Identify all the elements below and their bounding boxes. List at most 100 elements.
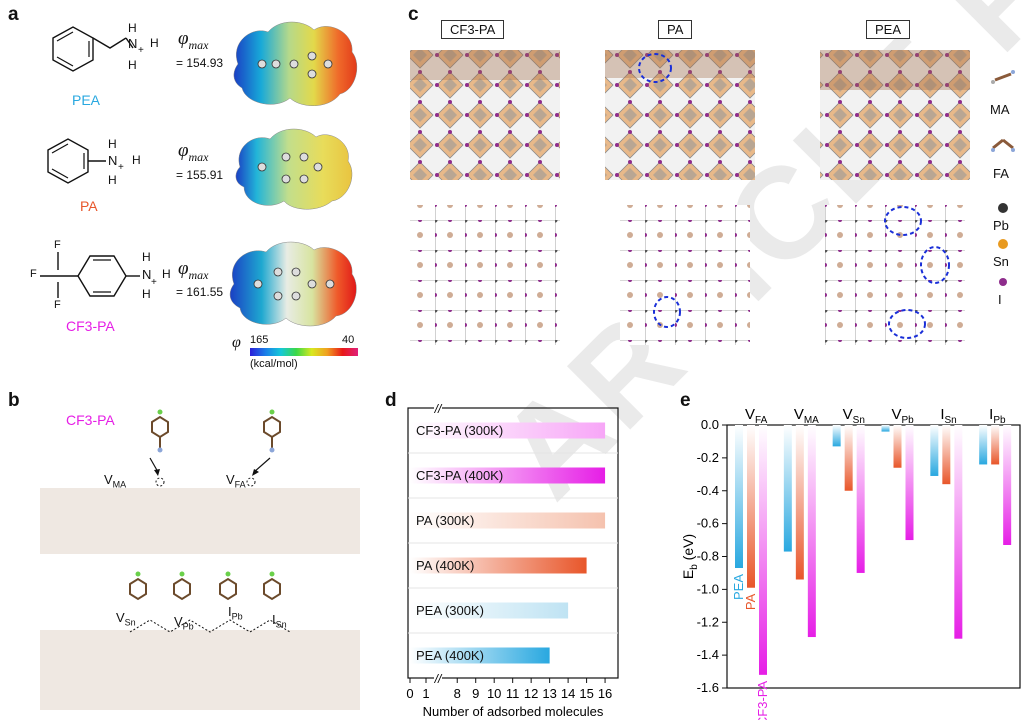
d-xtick-label-8: 14 — [561, 686, 575, 701]
d-bar-1 — [410, 467, 606, 484]
e-ytick-label-4: -0.8 — [697, 549, 719, 564]
b-vacancy-vfa: VFA — [226, 472, 246, 490]
e-bar-pa-0 — [747, 425, 755, 588]
d-bar-label-3: PA (400K) — [416, 558, 474, 573]
e-bar-pa-5 — [991, 425, 1000, 465]
d-axis-break-gap-top — [434, 400, 442, 416]
d-axis-break-bottom: // — [434, 672, 443, 686]
b-molecule-3 — [129, 571, 147, 601]
pea-N: N — [128, 36, 138, 51]
e-bar-pea-2 — [832, 425, 841, 447]
pa-charge: + — [118, 162, 124, 173]
pa-structure — [47, 138, 106, 184]
pa-name: PA — [80, 198, 98, 214]
legend-ma: MA — [990, 102, 1010, 117]
cf3pa-structure — [40, 252, 140, 298]
e-category-main: V — [843, 406, 853, 423]
c-column-pea: PEA — [866, 20, 911, 39]
legend-pb: Pb — [993, 218, 1009, 233]
cf3-F-bottom: F — [54, 299, 61, 311]
e-bar-cf3-pa-5 — [1003, 425, 1012, 545]
e-series-label-2: CF3-PA — [755, 681, 770, 720]
e-category-label-0: VFA — [745, 406, 768, 426]
pea-structure — [52, 26, 134, 72]
b-vacancy-vpb: VPb — [174, 614, 194, 632]
e-category-main: V — [745, 406, 755, 423]
e-series-label-1: PA — [743, 593, 758, 610]
d-bar-5 — [410, 647, 550, 664]
e-ytick-label-6: -1.2 — [697, 614, 719, 629]
e-category-label-2: VSn — [843, 406, 865, 426]
i-icon — [999, 278, 1007, 286]
b-vacancy-vsn: VSn — [116, 610, 136, 628]
e-ytick-label-0: 0.0 — [701, 417, 719, 432]
d-xtick-label-0: 0 — [406, 686, 413, 701]
chart-adsorbed-molecules: CF3-PA (300K) CF3-PA (400K) PA (300K) PA (4… — [406, 400, 619, 719]
cf3pa-phi-value: = 161.55 — [176, 285, 224, 299]
legend-i: I — [998, 292, 1002, 307]
cf3-F-top: F — [54, 239, 61, 251]
cf3pa-H-top: H — [142, 250, 151, 264]
e-category-label-4: ISn — [940, 406, 956, 426]
c-column-cf3pa: CF3-PA — [441, 20, 505, 39]
pa-H-right: H — [132, 153, 141, 167]
e-ylabel: Eb (eV) — [680, 534, 700, 579]
d-xlabel: Number of adsorbed molecules — [423, 704, 604, 719]
d-axis-break-gap — [434, 670, 442, 686]
e-category-sub: Pb — [993, 415, 1006, 426]
d-bar-4 — [410, 602, 569, 619]
e-category-sub: FA — [755, 415, 768, 426]
d-xtick-label-3: 9 — [472, 686, 479, 701]
e-ylabel-sub: b — [689, 564, 700, 570]
pa-esp-map — [235, 128, 353, 210]
d-xtick-label-6: 12 — [524, 686, 538, 701]
d-axis-break-top: // — [434, 402, 443, 416]
panel-label-e: e — [680, 390, 691, 411]
e-category-main: V — [794, 406, 804, 423]
e-category-main: I — [989, 406, 993, 423]
b-antisite-isn: ISn — [272, 612, 287, 630]
b-bottom-slab — [40, 619, 360, 710]
e-category-sub: Pb — [902, 415, 915, 426]
legend-fa: FA — [993, 166, 1009, 181]
e-bar-pea-0 — [735, 425, 743, 569]
e-bar-pea-1 — [783, 425, 792, 552]
cf3pa-esp-map — [229, 241, 357, 327]
cf3pa-name: CF3-PA — [66, 318, 115, 334]
cf3pa-H-bottom: H — [142, 287, 151, 301]
d-xtick-label-5: 11 — [506, 686, 520, 701]
b-slab-illustration — [40, 409, 360, 710]
d-bar-0 — [410, 422, 606, 439]
b-top-slab — [40, 488, 360, 554]
e-ytick-label-1: -0.2 — [697, 450, 719, 465]
b-vacancy-vma: VMA — [104, 472, 127, 490]
e-ytick-label-8: -1.6 — [697, 680, 719, 695]
e-series-label-0: PEA — [731, 574, 746, 600]
e-category-label-3: VPb — [892, 406, 915, 426]
e-plot-frame — [726, 424, 1021, 689]
d-bar-label-5: PEA (400K) — [416, 648, 484, 663]
e-ylabel-unit: (eV) — [680, 534, 696, 564]
pea-H-right: H — [150, 36, 159, 50]
e-bar-pa-3 — [893, 425, 902, 468]
e-ytick-label-7: -1.4 — [697, 647, 719, 662]
cf3pa-N: N — [142, 267, 152, 282]
d-bar-label-0: CF3-PA (300K) — [416, 423, 503, 438]
e-bar-cf3-pa-0 — [759, 425, 767, 675]
pea-H-bottom: H — [128, 58, 137, 72]
pb-icon — [998, 203, 1008, 213]
c-structures — [410, 50, 970, 345]
c-pea-side — [820, 50, 970, 180]
pea-phi-value: = 154.93 — [176, 56, 224, 70]
panel-label-d: d — [385, 390, 397, 411]
pea-H-top: H — [128, 21, 137, 35]
pea-esp-map — [233, 21, 358, 106]
d-xtick-label-4: 10 — [487, 686, 501, 701]
colorbar — [250, 348, 358, 356]
e-ytick-label-5: -1.0 — [697, 581, 719, 596]
e-category-main: V — [892, 406, 902, 423]
b-molecule-6 — [263, 571, 281, 601]
d-bar-2 — [410, 512, 606, 529]
colorbar-unit: (kcal/mol) — [250, 358, 298, 370]
e-ytick-label-2: -0.4 — [697, 483, 719, 498]
